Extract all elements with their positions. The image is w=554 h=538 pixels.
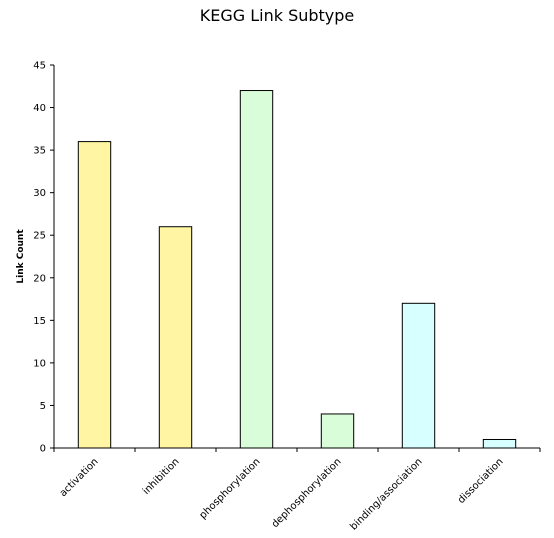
x-category-label: phosphorylation (198, 456, 263, 521)
y-tick-label: 20 (33, 273, 46, 284)
bar-inhibition (158, 226, 193, 449)
bar-binding-association (401, 302, 436, 449)
chart-labels: activation inhibition phosphorylation depho… (58, 456, 506, 532)
y-axis-label: Link Count (16, 229, 26, 284)
x-category-label: inhibition (141, 456, 182, 497)
y-tick-label: 30 (33, 188, 46, 199)
x-category-label: dephosphorylation (270, 456, 344, 530)
bar-dephosphorylation (320, 413, 355, 449)
y-tick-label: 5 (40, 401, 46, 412)
chart-axes: 0 5 10 15 20 25 30 35 40 45 (33, 61, 541, 455)
chart-bars (77, 90, 517, 449)
bar-phosphorylation (239, 90, 274, 449)
y-tick-label: 45 (33, 61, 46, 72)
x-category-label: activation (58, 456, 101, 499)
chart-title: KEGG Link Subtype (199, 6, 355, 25)
y-tick-label: 25 (33, 231, 46, 242)
y-tick-label: 40 (33, 103, 46, 114)
x-category-label: binding/association (348, 456, 424, 532)
y-tick-label: 10 (33, 358, 46, 369)
x-category-label: dissociation (456, 456, 506, 506)
y-tick-label: 15 (33, 316, 46, 327)
bar-activation (77, 141, 112, 449)
y-tick-label: 35 (33, 146, 46, 157)
y-tick-label: 0 (40, 444, 46, 455)
bar-dissociation (482, 438, 517, 449)
